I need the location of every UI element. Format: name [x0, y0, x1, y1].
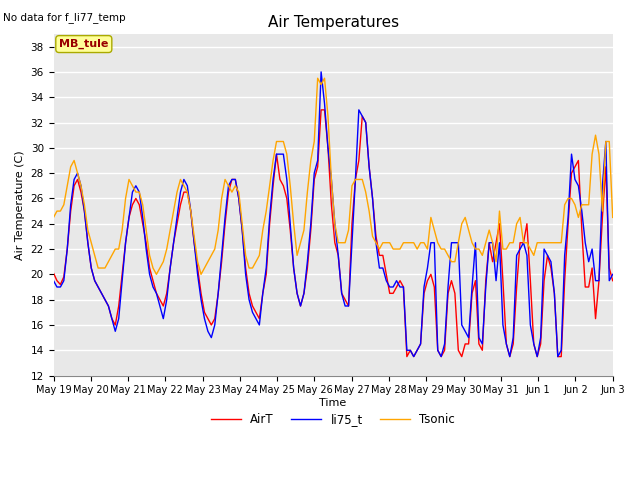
li75_t	[136, 189, 143, 195]
AirT	[321, 107, 328, 113]
li75_t	[410, 354, 417, 360]
Tsonic	[280, 139, 287, 144]
Title: Air Temperatures: Air Temperatures	[268, 15, 399, 30]
AirT	[588, 265, 596, 271]
AirT	[276, 177, 284, 182]
li75_t	[609, 272, 616, 277]
Y-axis label: Air Temperature (C): Air Temperature (C)	[15, 150, 25, 260]
Tsonic	[152, 272, 160, 277]
Line: AirT: AirT	[54, 110, 612, 357]
AirT	[489, 259, 497, 264]
li75_t	[276, 151, 284, 157]
li75_t	[321, 101, 328, 107]
AirT	[609, 278, 616, 284]
Tsonic	[588, 151, 596, 157]
Tsonic	[489, 240, 497, 246]
AirT	[403, 354, 411, 360]
X-axis label: Time: Time	[319, 398, 347, 408]
li75_t	[465, 335, 472, 340]
Text: MB_tule: MB_tule	[59, 39, 109, 49]
Tsonic	[609, 215, 616, 220]
li75_t	[489, 240, 497, 246]
li75_t	[588, 246, 596, 252]
AirT	[136, 202, 143, 208]
Text: No data for f_li77_temp: No data for f_li77_temp	[3, 12, 126, 23]
Tsonic	[136, 189, 143, 195]
Tsonic	[50, 215, 58, 220]
Legend: AirT, li75_t, Tsonic: AirT, li75_t, Tsonic	[207, 409, 460, 431]
Tsonic	[314, 75, 321, 81]
li75_t	[50, 278, 58, 284]
Tsonic	[465, 227, 472, 233]
AirT	[317, 107, 325, 113]
Tsonic	[324, 113, 332, 119]
Line: Tsonic: Tsonic	[54, 78, 612, 275]
AirT	[50, 270, 58, 276]
Line: li75_t: li75_t	[54, 72, 612, 357]
li75_t	[317, 69, 325, 75]
AirT	[465, 341, 472, 347]
